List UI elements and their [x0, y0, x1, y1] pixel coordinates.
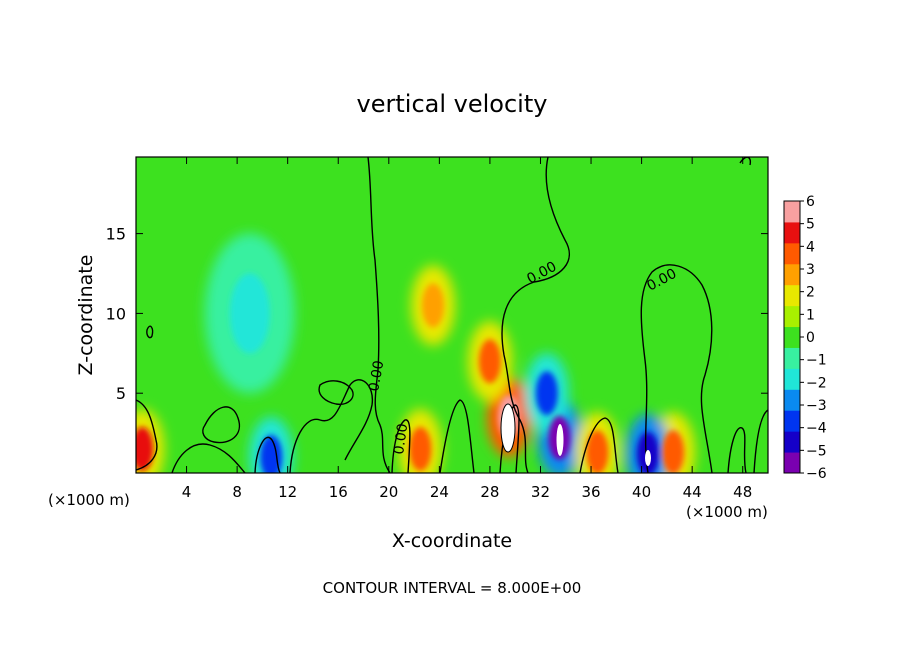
y-tick-label: 15	[106, 225, 126, 244]
x-tick-label: 16	[329, 483, 348, 501]
colorbar-tick-label: 3	[806, 262, 815, 278]
x-tick-label: 44	[683, 483, 702, 501]
colorbar-tick-label: 4	[806, 239, 815, 255]
field-layer	[136, 233, 696, 473]
colorbar-swatch	[784, 326, 800, 348]
colorbar-swatch	[784, 201, 800, 223]
colorbar-swatch	[784, 452, 800, 474]
field-core	[136, 427, 154, 472]
contour-line	[146, 325, 154, 339]
downdraft-core	[645, 450, 651, 466]
field-core	[535, 371, 558, 416]
field-core	[260, 435, 283, 473]
colorbar-swatch	[784, 431, 800, 453]
x-tick-label: 32	[531, 483, 550, 501]
colorbar-swatch	[784, 221, 800, 244]
contour-line	[254, 436, 281, 473]
plot-area	[136, 157, 768, 473]
contour-line	[727, 427, 747, 473]
x-tick-label: 12	[278, 483, 297, 501]
colorbar-swatch	[784, 305, 800, 328]
chart-title: vertical velocity	[357, 90, 548, 118]
zero-contours	[136, 157, 768, 473]
x-tick-label: 24	[430, 483, 449, 501]
colorbar-tick-label: 6	[806, 194, 815, 210]
contour-line	[367, 157, 391, 473]
plot-frame	[135, 156, 769, 474]
y-tick-label: 5	[116, 384, 126, 403]
contour-line	[439, 399, 475, 473]
x-tick-label: 28	[480, 483, 499, 501]
x-tick-label: 20	[379, 483, 398, 501]
contour-label: 0.00	[391, 422, 411, 455]
contour-label: 0.00	[366, 359, 387, 392]
colorbar-tick-label: 2	[806, 285, 815, 301]
colorbar-tick-label: −5	[806, 443, 827, 459]
updraft-core	[500, 403, 516, 453]
colorbar-swatch	[784, 242, 800, 265]
contour-line	[289, 379, 374, 473]
colorbar-swatch	[784, 347, 800, 369]
colorbar-swatch	[784, 284, 800, 307]
downdraft-core	[556, 424, 564, 456]
colorbar-swatch	[784, 389, 800, 411]
x-tick-label: 48	[733, 483, 752, 501]
contour-interval-text: CONTOUR INTERVAL = 8.000E+00	[323, 579, 582, 597]
field-core	[229, 273, 270, 354]
contour-line	[391, 419, 411, 473]
x-axis-label: X-coordinate	[392, 530, 512, 552]
colorbar-tick-label: 0	[806, 330, 815, 346]
colorbar-tick-label: 5	[806, 217, 815, 233]
x-axis: 4 8 12 16 20 24 28 32 36 40 44 48	[182, 157, 752, 501]
contour-line	[753, 409, 768, 473]
field-core	[478, 339, 501, 384]
y-axis: 5 10 15	[106, 225, 768, 403]
colorbar: 6 5 4 3 2 1 0 −1 −2 −3 −4 −5 −6	[783, 194, 827, 482]
colorbar-tick-label: −6	[806, 466, 827, 482]
colorbar-tick-label: −3	[806, 398, 827, 414]
colorbar-swatch	[784, 368, 800, 390]
y-tick-label: 10	[106, 304, 126, 323]
contour-line	[136, 399, 158, 471]
colorbar-tick-label: 1	[806, 307, 815, 323]
y-axis-label: Z-coordinate	[75, 255, 97, 376]
field-core	[662, 430, 685, 473]
contour-line	[318, 380, 354, 405]
colorbar-tick-label: −1	[806, 353, 827, 369]
contour-line	[640, 264, 713, 473]
colorbar-swatch	[784, 263, 800, 286]
colorbar-swatch	[784, 410, 800, 432]
colorbar-tick-label: −2	[806, 375, 827, 391]
colorbar-tick-label: −4	[806, 421, 827, 437]
x-unit-label-left: (×1000 m)	[48, 491, 130, 509]
contour-line	[202, 406, 241, 444]
x-tick-label: 36	[581, 483, 600, 501]
field-core	[586, 430, 609, 473]
field-core	[409, 427, 432, 472]
field-core	[422, 283, 445, 328]
x-tick-label: 40	[632, 483, 651, 501]
x-unit-label-right: (×1000 m)	[686, 503, 768, 521]
x-tick-label: 8	[232, 483, 242, 501]
contour-line	[501, 157, 571, 473]
contour-line	[579, 417, 619, 473]
x-tick-label: 4	[182, 483, 192, 501]
contour-line	[171, 443, 246, 473]
